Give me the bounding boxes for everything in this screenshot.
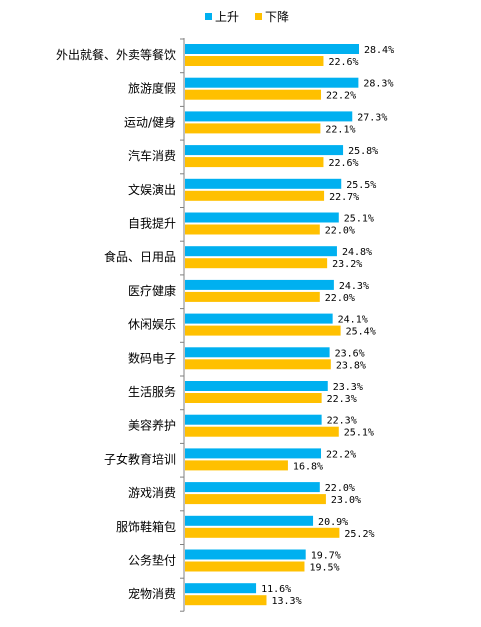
data-label: 22.2% bbox=[326, 449, 356, 460]
bar-fall bbox=[185, 157, 324, 168]
bar-fall bbox=[185, 224, 320, 235]
data-label: 19.7% bbox=[311, 551, 341, 562]
bar-rise bbox=[185, 77, 359, 88]
bar-rise bbox=[185, 212, 339, 223]
data-label: 23.8% bbox=[336, 360, 366, 371]
bar-rise bbox=[185, 414, 322, 425]
data-label: 28.3% bbox=[363, 79, 393, 90]
bar-rise bbox=[185, 448, 322, 459]
category-label: 文娱演出 bbox=[128, 182, 176, 197]
data-label: 25.2% bbox=[344, 529, 374, 540]
data-label: 25.8% bbox=[348, 146, 378, 157]
category-label: 运动/健身 bbox=[124, 114, 176, 129]
data-label: 25.5% bbox=[346, 180, 376, 191]
bar-rise bbox=[185, 515, 314, 526]
data-label: 27.3% bbox=[357, 112, 387, 123]
data-label: 22.7% bbox=[329, 192, 359, 203]
legend-swatch-1 bbox=[255, 13, 262, 20]
data-label: 25.1% bbox=[344, 428, 374, 439]
data-label: 22.0% bbox=[325, 226, 355, 237]
data-label: 28.4% bbox=[364, 45, 394, 56]
data-label: 19.5% bbox=[309, 563, 339, 574]
category-label: 公务垫付 bbox=[128, 553, 176, 568]
bar-fall bbox=[185, 426, 339, 437]
data-label: 25.1% bbox=[344, 214, 374, 225]
legend-label-1: 下降 bbox=[265, 10, 289, 24]
category-label: 生活服务 bbox=[128, 384, 176, 399]
bar-fall bbox=[185, 561, 305, 572]
category-label: 子女教育培训 bbox=[104, 451, 176, 466]
category-label: 汽车消费 bbox=[128, 148, 176, 163]
category-label: 自我提升 bbox=[128, 216, 176, 231]
data-label: 22.3% bbox=[327, 416, 357, 427]
data-label: 24.3% bbox=[339, 281, 369, 292]
plot-area: 外出就餐、外卖等餐饮 28.4% 22.6% 旅游度假 28.3% 22.2% 运动/健身 2… bbox=[56, 38, 394, 612]
data-label: 23.2% bbox=[332, 259, 362, 270]
bar-fall bbox=[185, 460, 288, 471]
data-label: 22.6% bbox=[328, 57, 358, 68]
bar-rise bbox=[185, 145, 344, 156]
bar-fall bbox=[185, 56, 324, 66]
bar-fall bbox=[185, 89, 322, 100]
data-label: 24.1% bbox=[338, 315, 368, 326]
bar-fall bbox=[185, 494, 326, 505]
data-label: 23.0% bbox=[331, 495, 361, 506]
bar-rise bbox=[185, 178, 342, 189]
legend-label-0: 上升 bbox=[215, 10, 239, 24]
category-label: 游戏消费 bbox=[128, 486, 176, 500]
bar-rise bbox=[185, 347, 330, 358]
category-label: 美容养护 bbox=[128, 418, 176, 433]
data-label: 25.4% bbox=[346, 327, 376, 338]
bar-rise bbox=[185, 549, 306, 560]
category-label: 宠物消费 bbox=[128, 586, 176, 601]
data-label: 24.8% bbox=[342, 247, 372, 258]
data-label: 13.3% bbox=[271, 596, 301, 607]
category-label: 数码电子 bbox=[128, 350, 176, 365]
legend-swatch-0 bbox=[205, 13, 212, 20]
category-label: 服饰鞋箱包 bbox=[116, 519, 176, 534]
bar-fall bbox=[185, 123, 321, 134]
data-label: 22.2% bbox=[326, 91, 356, 102]
category-label: 外出就餐、外卖等餐饮 bbox=[56, 47, 176, 62]
category-label: 食品、日用品 bbox=[104, 249, 176, 264]
bar-rise bbox=[185, 111, 353, 122]
data-label: 11.6% bbox=[261, 584, 291, 595]
bar-fall bbox=[185, 258, 328, 269]
data-label: 22.3% bbox=[327, 394, 357, 405]
bar-fall bbox=[185, 325, 341, 336]
legend: 上升 下降 bbox=[205, 10, 289, 24]
bar-fall bbox=[185, 595, 267, 606]
bar-fall bbox=[185, 190, 325, 201]
data-label: 23.6% bbox=[335, 348, 365, 359]
bar-fall bbox=[185, 291, 320, 302]
bar-rise bbox=[185, 381, 328, 391]
data-label: 20.9% bbox=[318, 517, 348, 528]
bar-fall bbox=[185, 527, 340, 538]
bar-rise bbox=[185, 313, 333, 324]
category-label: 休闲娱乐 bbox=[128, 318, 176, 332]
bar-fall bbox=[185, 393, 322, 403]
category-label: 旅游度假 bbox=[128, 81, 176, 96]
data-label: 22.0% bbox=[325, 483, 355, 494]
bar-fall bbox=[185, 359, 331, 370]
bar-rise bbox=[185, 279, 334, 290]
data-label: 23.3% bbox=[333, 382, 363, 393]
bar-rise bbox=[185, 482, 320, 493]
category-label: 医疗健康 bbox=[128, 283, 176, 298]
data-label: 22.6% bbox=[328, 158, 358, 169]
bar-rise bbox=[185, 44, 359, 54]
bar-rise bbox=[185, 246, 337, 257]
data-label: 22.1% bbox=[325, 124, 355, 135]
data-label: 16.8% bbox=[293, 461, 323, 472]
bar-rise bbox=[185, 583, 257, 594]
data-label: 22.0% bbox=[325, 293, 355, 304]
